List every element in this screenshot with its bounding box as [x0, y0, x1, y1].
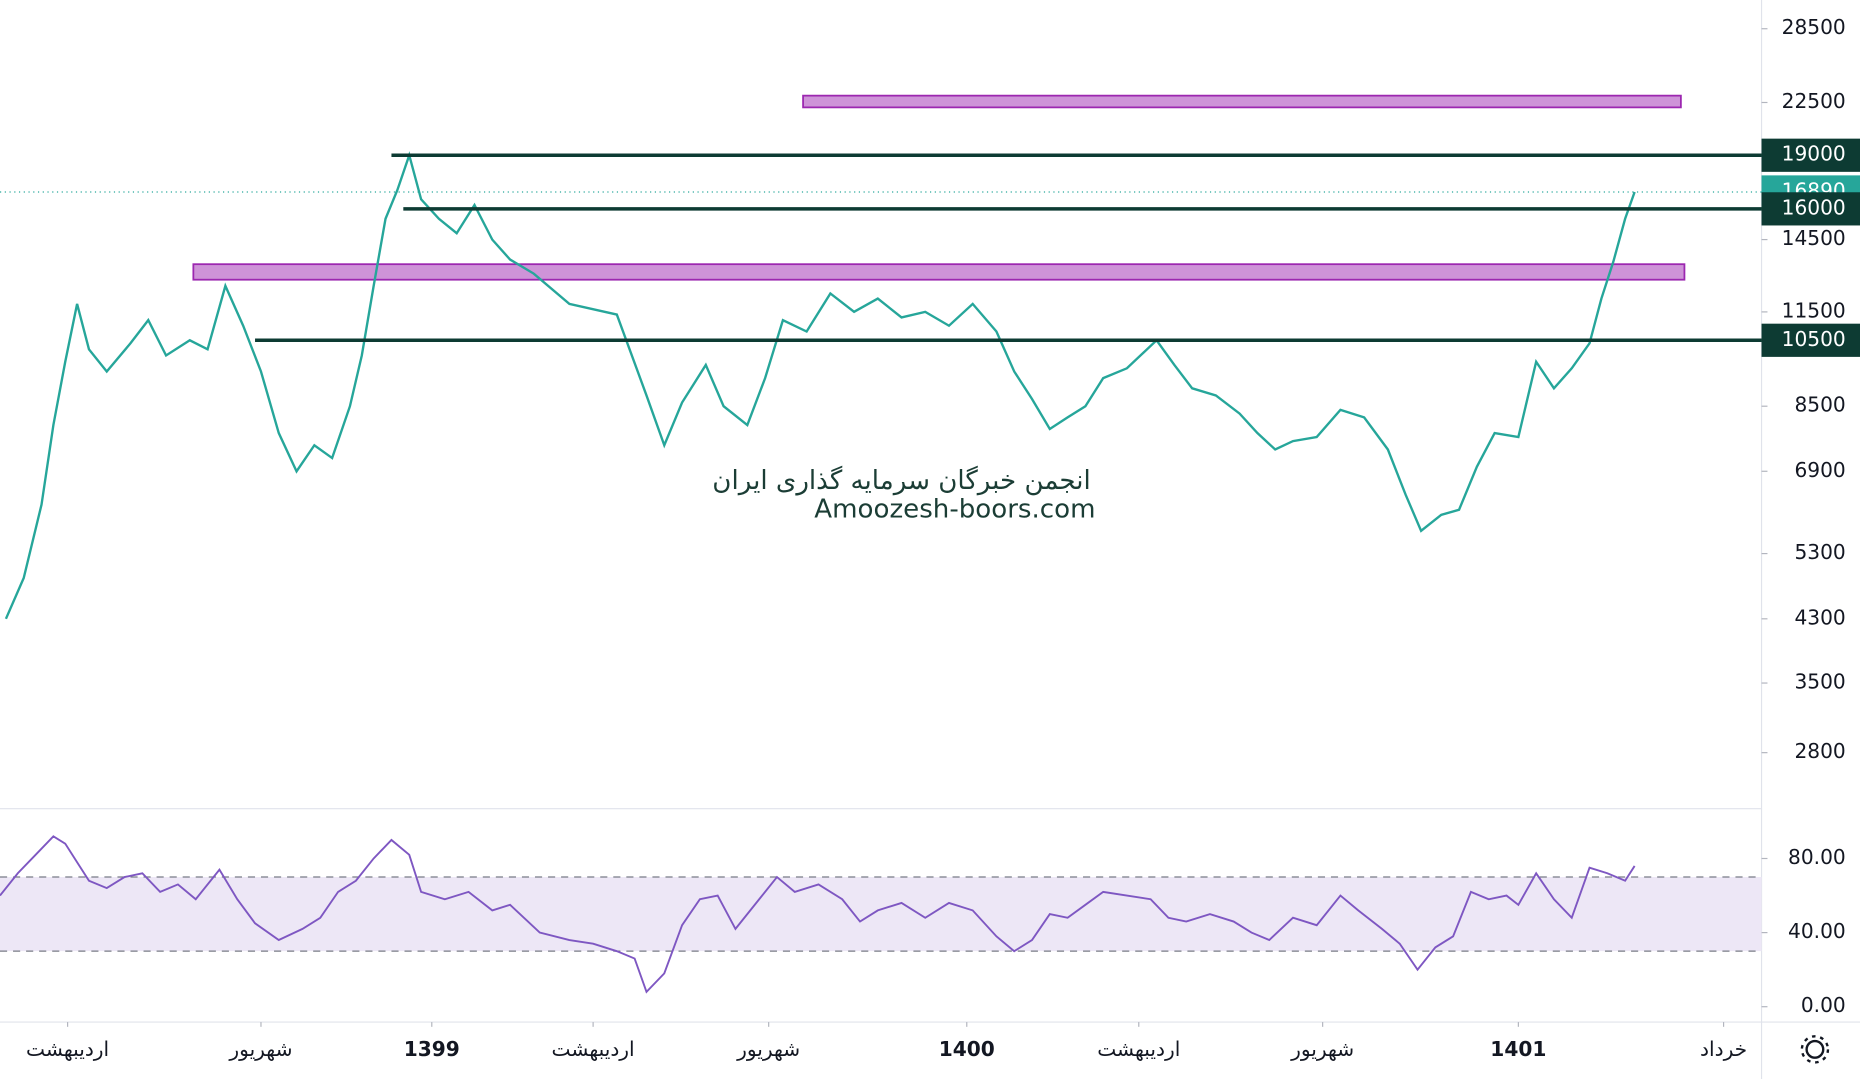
- watermark-url: Amoozesh-boors.com: [814, 494, 1095, 524]
- level-label: 19000: [1782, 142, 1846, 166]
- x-tick-label: خرداد: [1700, 1037, 1747, 1061]
- level-box: [1761, 323, 1860, 357]
- level-label: 10500: [1782, 327, 1846, 351]
- rsi-tick-label: 0.00: [1801, 993, 1846, 1017]
- y-tick-label: 2800: [1794, 739, 1845, 763]
- x-tick-label: 1399: [404, 1037, 460, 1061]
- y-tick-label: 3500: [1794, 670, 1845, 694]
- x-tick-label: شهریور: [228, 1037, 292, 1061]
- y-tick-label: 5300: [1794, 540, 1845, 564]
- rsi-tick-label: 80.00: [1788, 845, 1846, 869]
- x-tick-label: شهریور: [736, 1037, 800, 1061]
- level-label: 16000: [1782, 195, 1846, 219]
- y-tick-label: 6900: [1794, 458, 1845, 482]
- watermark: انجمن خبرگان سرمایه گذاری ایران: [712, 465, 1090, 496]
- x-tick-label: اردیبهشت: [1097, 1037, 1180, 1061]
- rsi-tick-label: 40.00: [1788, 919, 1846, 943]
- y-tick-label: 11500: [1782, 298, 1846, 322]
- y-tick-label: 4300: [1794, 605, 1845, 629]
- price-line: [4, 151, 1636, 620]
- x-tick-label: اردیبهشت: [552, 1037, 635, 1061]
- y-tick-label: 22500: [1782, 89, 1846, 113]
- y-tick-label: 14500: [1782, 226, 1846, 250]
- rsi-band: [0, 877, 1762, 952]
- plot: [0, 28, 1768, 994]
- settings-icon[interactable]: [1800, 1035, 1830, 1064]
- level-box: [1761, 192, 1860, 226]
- y-tick-label: 8500: [1794, 393, 1845, 417]
- x-tick-label: شهریور: [1290, 1037, 1354, 1061]
- x-tick-label: 1401: [1490, 1037, 1546, 1061]
- zone: [802, 94, 1682, 109]
- x-tick-label: 1400: [939, 1037, 995, 1061]
- rsi-line: [0, 835, 1636, 994]
- y-tick-label: 28500: [1782, 15, 1846, 39]
- level-box: [1761, 138, 1860, 172]
- zone: [192, 263, 1686, 281]
- x-tick-label: اردیبهشت: [26, 1037, 109, 1061]
